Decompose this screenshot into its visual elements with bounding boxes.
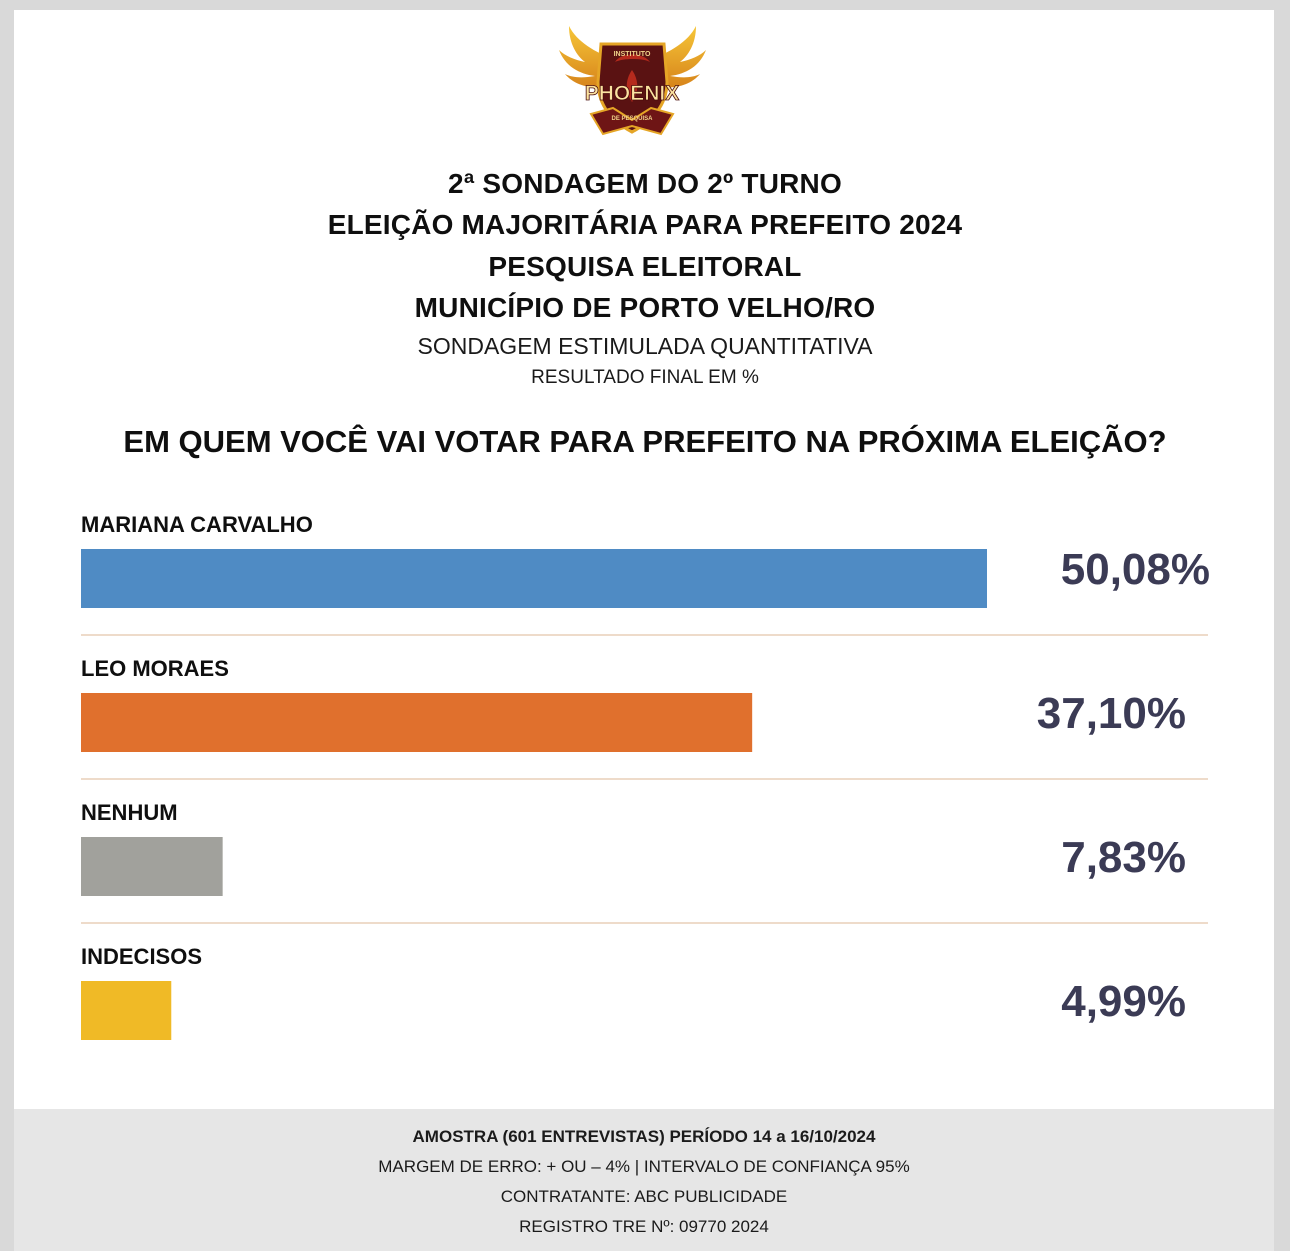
header-line-2: ELEIÇÃO MAJORITÁRIA PARA PREFEITO 2024 — [327, 209, 963, 240]
value-label-2: 7,83% — [1061, 833, 1186, 882]
header-subtitle: SONDAGEM ESTIMULADA QUANTITATIVA — [417, 333, 873, 359]
header-note: RESULTADO FINAL EM % — [531, 367, 759, 388]
bar-label-2: NENHUM — [81, 800, 178, 825]
header-line-1: 2ª SONDAGEM DO 2º TURNO — [448, 168, 842, 199]
bar-label-3: INDECISOS — [81, 944, 202, 969]
bar-1 — [81, 693, 753, 752]
poll-question: EM QUEM VOCÊ VAI VOTAR PARA PREFEITO NA … — [123, 424, 1167, 459]
footer-margin: MARGEM DE ERRO: + OU – 4% | INTERVALO DE… — [378, 1157, 910, 1176]
header-line-4: MUNICÍPIO DE PORTO VELHO/RO — [414, 292, 876, 323]
poll-footer: AMOSTRA (601 ENTREVISTAS) PERÍODO 14 a 1… — [14, 1109, 1274, 1251]
value-label-1: 37,10% — [1037, 689, 1186, 738]
bar-0 — [81, 549, 987, 608]
phoenix-logo: INSTITUTO PHOENIX DE PESQUISA — [559, 26, 706, 136]
footer-contractor: CONTRATANTE: ABC PUBLICIDADE — [500, 1187, 788, 1206]
footer-registration: REGISTRO TRE Nº: 09770 2024 — [519, 1217, 769, 1236]
value-label-0: 50,08% — [1061, 545, 1210, 594]
bar-3 — [81, 981, 172, 1040]
bar-2 — [81, 837, 223, 896]
header-line-3: PESQUISA ELEITORAL — [488, 251, 802, 282]
value-label-3: 4,99% — [1061, 977, 1186, 1026]
logo-name: PHOENIX — [585, 82, 680, 105]
bar-label-0: MARIANA CARVALHO — [81, 512, 313, 537]
bar-label-1: LEO MORAES — [81, 656, 229, 681]
footer-sample: AMOSTRA (601 ENTREVISTAS) PERÍODO 14 a 1… — [412, 1127, 876, 1146]
results-bar-chart: MARIANA CARVALHO 50,08% LEO MORAES 37,10% NE… — [81, 512, 1210, 1040]
logo-bottom-text: DE PESQUISA — [611, 116, 653, 122]
logo-top-text: INSTITUTO — [614, 51, 651, 58]
